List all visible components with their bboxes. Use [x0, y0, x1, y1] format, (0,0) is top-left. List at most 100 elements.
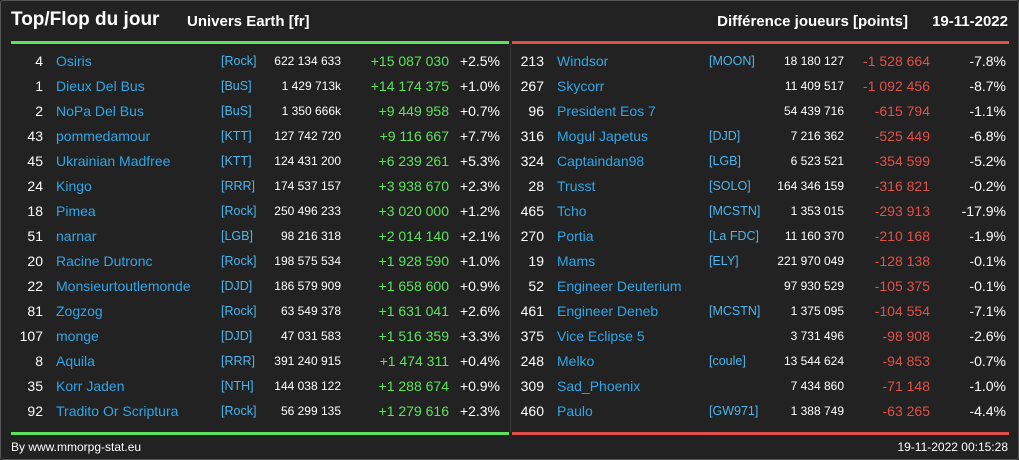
player-name-link[interactable]: pommedamour — [56, 128, 151, 144]
percent-cell: -1.0% — [969, 378, 1006, 394]
player-name-link[interactable]: Aquila — [56, 353, 95, 369]
points-cell: 1 388 749 — [790, 404, 844, 418]
player-name-link[interactable]: Sad_Phoenix — [557, 378, 641, 394]
points-cell: 56 299 135 — [280, 404, 341, 418]
player-name-link[interactable]: Paulo — [557, 403, 593, 419]
percent-cell: +2.3% — [459, 403, 500, 419]
percent-cell: +1.2% — [459, 203, 500, 219]
rank-cell: 461 — [520, 303, 544, 319]
alliance-tag-link[interactable]: [DJD] — [221, 329, 253, 343]
points-cell: 98 216 318 — [280, 229, 341, 243]
player-name-link[interactable]: Vice Eclipse 5 — [557, 328, 645, 344]
player-name-link[interactable]: Dieux Del Bus — [56, 78, 145, 94]
alliance-tag-link[interactable]: [coule] — [709, 354, 746, 368]
top-gainers-list: 4 Osiris [Rock] 622 134 633 +15 087 030 +2.5%… — [11, 49, 509, 424]
alliance-tag-link[interactable]: [KTT] — [221, 154, 252, 168]
player-row: 309 Sad_Phoenix 7 434 860 -71 148 -1.0% — [512, 374, 1010, 399]
percent-cell: -1.1% — [969, 103, 1006, 119]
alliance-tag-link[interactable]: [MOON] — [709, 54, 755, 68]
diff-cell: -94 853 — [882, 353, 930, 369]
points-cell: 63 549 378 — [280, 304, 341, 318]
alliance-tag-link[interactable]: [ELY] — [709, 254, 739, 268]
points-cell: 164 346 159 — [777, 179, 844, 193]
player-name-link[interactable]: Portia — [557, 228, 594, 244]
player-name-link[interactable]: Melko — [557, 353, 595, 369]
rank-cell: 316 — [520, 128, 544, 144]
player-row: 461 Engineer Deneb [MCSTN] 1 375 095 -104 55… — [512, 299, 1010, 324]
player-name-link[interactable]: President Eos 7 — [557, 103, 656, 119]
player-row: 18 Pimea [Rock] 250 496 233 +3 020 000 +1.2% — [11, 199, 509, 224]
player-name-link[interactable]: Skycorr — [557, 78, 605, 94]
player-name-link[interactable]: Mams — [557, 253, 596, 269]
column-divider — [510, 44, 511, 432]
player-name-link[interactable]: Monsieurtoutlemonde — [56, 278, 191, 294]
player-row: 316 Mogul Japetus [DJD] 7 216 362 -525 449 -6… — [512, 124, 1010, 149]
alliance-tag-link[interactable]: [BuS] — [221, 79, 252, 93]
percent-cell: -17.9% — [961, 203, 1006, 219]
alliance-tag-link[interactable]: [La FDC] — [709, 229, 760, 243]
player-name-link[interactable]: Osiris — [56, 53, 92, 69]
rank-cell: 460 — [520, 403, 544, 419]
alliance-tag-link[interactable]: [LGB] — [709, 154, 741, 168]
player-row: 248 Melko [coule] 13 544 624 -94 853 -0.7% — [512, 349, 1010, 374]
player-name-link[interactable]: Captaindan98 — [557, 153, 645, 169]
alliance-tag-link[interactable]: [MCSTN] — [709, 204, 761, 218]
player-name-link[interactable]: Ukrainian Madfree — [56, 153, 171, 169]
points-cell: 97 930 529 — [783, 279, 844, 293]
alliance-tag-link[interactable]: [NTH] — [221, 379, 254, 393]
alliance-tag-link[interactable]: [BuS] — [221, 104, 252, 118]
points-cell: 3 731 496 — [790, 329, 844, 343]
alliance-tag-link[interactable]: [DJD] — [221, 279, 253, 293]
player-name-link[interactable]: Windsor — [557, 53, 609, 69]
player-name-link[interactable]: Mogul Japetus — [557, 128, 649, 144]
metric-title: Différence joueurs [points] — [717, 13, 908, 30]
alliance-tag-link[interactable]: [DJD] — [709, 129, 741, 143]
player-name-link[interactable]: NoPa Del Bus — [56, 103, 144, 119]
points-cell: 198 575 534 — [274, 254, 341, 268]
alliance-tag-link[interactable]: [Rock] — [221, 304, 257, 318]
player-row: 20 Racine Dutronc [Rock] 198 575 534 +1 928 … — [11, 249, 509, 274]
points-cell: 1 353 015 — [790, 204, 844, 218]
percent-cell: +5.3% — [459, 153, 500, 169]
diff-cell: -98 908 — [882, 328, 930, 344]
player-name-link[interactable]: Tradito Or Scriptura — [56, 403, 179, 419]
alliance-tag-link[interactable]: [RRR] — [221, 179, 256, 193]
player-name-link[interactable]: Racine Dutronc — [56, 253, 153, 269]
alliance-tag-link[interactable]: [KTT] — [221, 129, 252, 143]
player-name-link[interactable]: Tcho — [557, 203, 587, 219]
player-row: 465 Tcho [MCSTN] 1 353 015 -293 913 -17.9% — [512, 199, 1010, 224]
player-row: 52 Engineer Deuterium 97 930 529 -105 375 -0… — [512, 274, 1010, 299]
alliance-tag-link[interactable]: [Rock] — [221, 254, 257, 268]
player-name-link[interactable]: Trusst — [557, 178, 596, 194]
rank-cell: 270 — [520, 228, 544, 244]
player-name-link[interactable]: Zogzog — [56, 303, 103, 319]
alliance-tag-link[interactable]: [GW971] — [709, 404, 759, 418]
header-date: 19-11-2022 — [932, 13, 1008, 30]
player-row: 92 Tradito Or Scriptura [Rock] 56 299 135 +1… — [11, 399, 509, 424]
player-row: 28 Trusst [SOLO] 164 346 159 -316 821 -0.2% — [512, 174, 1010, 199]
alliance-tag-link[interactable]: [SOLO] — [709, 179, 751, 193]
player-name-link[interactable]: Engineer Deneb — [557, 303, 659, 319]
rank-cell: 52 — [528, 278, 544, 294]
rank-cell: 20 — [27, 253, 43, 269]
alliance-tag-link[interactable]: [RRR] — [221, 354, 256, 368]
alliance-tag-link[interactable]: [Rock] — [221, 204, 257, 218]
percent-cell: -7.1% — [969, 303, 1006, 319]
alliance-tag-link[interactable]: [MCSTN] — [709, 304, 761, 318]
diff-cell: +1 288 674 — [378, 378, 449, 394]
player-name-link[interactable]: monge — [56, 328, 99, 344]
percent-cell: +7.7% — [459, 128, 500, 144]
player-name-link[interactable]: Kingo — [56, 178, 92, 194]
points-cell: 124 431 200 — [274, 154, 341, 168]
player-name-link[interactable]: narnar — [56, 228, 97, 244]
diff-cell: +9 116 667 — [379, 128, 449, 144]
player-name-link[interactable]: Pimea — [56, 203, 96, 219]
alliance-tag-link[interactable]: [Rock] — [221, 404, 257, 418]
alliance-tag-link[interactable]: [Rock] — [221, 54, 257, 68]
player-row: 460 Paulo [GW971] 1 388 749 -63 265 -4.4% — [512, 399, 1010, 424]
player-name-link[interactable]: Engineer Deuterium — [557, 278, 682, 294]
player-name-link[interactable]: Korr Jaden — [56, 378, 125, 394]
alliance-tag-link[interactable]: [LGB] — [221, 229, 253, 243]
top-divider-loss — [512, 41, 1009, 44]
points-cell: 1 350 666k — [281, 104, 341, 118]
